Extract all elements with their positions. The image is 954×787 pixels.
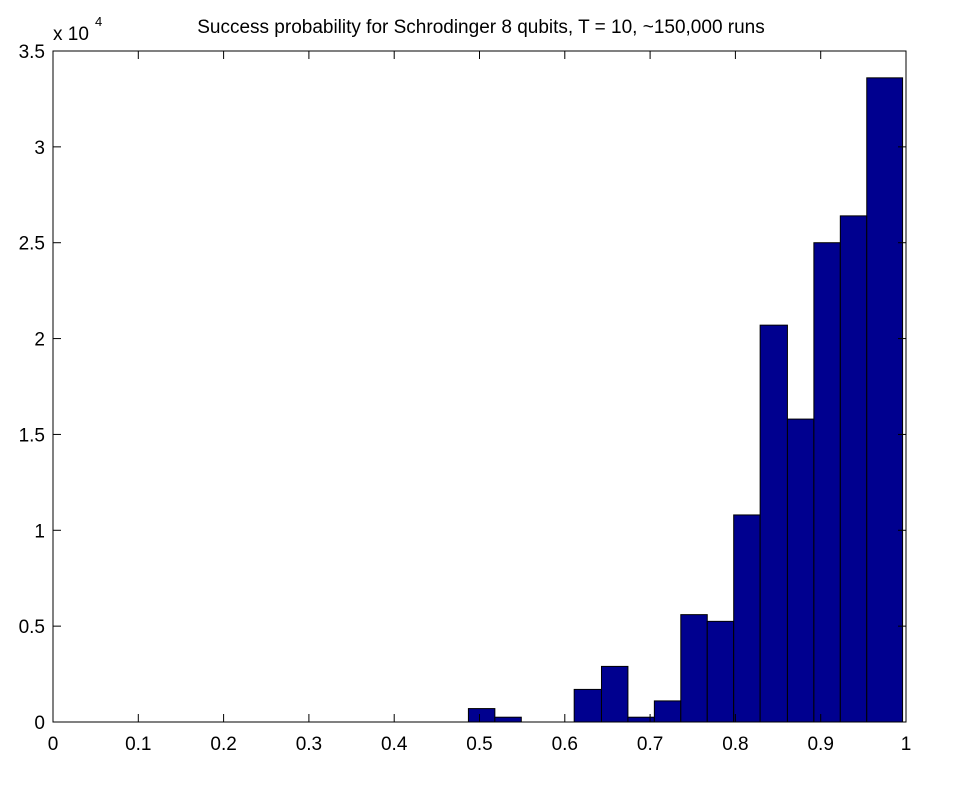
y-tick-label: 0.5: [19, 617, 45, 638]
x-tick-label: 0.3: [296, 734, 322, 755]
x-tick-label: 1: [901, 734, 912, 755]
y-tick-label: 3.5: [19, 42, 45, 63]
x-tick-label: 0.1: [125, 734, 151, 755]
x-tick-label: 0.7: [637, 734, 663, 755]
histogram-bar-12: [786, 418, 815, 723]
y-tick-label: 3: [34, 138, 45, 159]
histogram-bar-5: [600, 665, 629, 723]
y-tick-label: 1: [34, 521, 45, 542]
histogram-bar-11: [759, 324, 788, 723]
y-tick-label: 2: [34, 330, 45, 351]
y-tick-label: 0: [34, 713, 45, 734]
histogram-bar-13: [813, 242, 841, 723]
histogram-bar-8: [680, 614, 708, 723]
x-tick-label: 0.6: [552, 734, 578, 755]
histogram-bar-10: [733, 514, 761, 723]
x-tick-label: 0.8: [722, 734, 748, 755]
histogram-bar-9: [706, 620, 735, 723]
y-axis: 0 0.5 1 1.5 2 2.5 3 3.5: [19, 42, 906, 734]
x-tick-label: 0.5: [466, 734, 492, 755]
x-axis: 0 0.1 0.2 0.3 0.4 0.5 0.6 0.7 0.8 0.9 1: [48, 51, 912, 755]
y-multiplier-base: x 10: [53, 24, 89, 45]
y-tick-label: 2.5: [19, 234, 45, 255]
y-axis-multiplier: x 10 4: [53, 14, 102, 45]
histogram-bar-15: [866, 77, 904, 723]
x-tick-label: 0.2: [210, 734, 236, 755]
chart-title: Success probability for Schrodinger 8 qu…: [197, 17, 765, 38]
y-multiplier-exponent: 4: [95, 14, 102, 29]
x-tick-label: 0.4: [381, 734, 408, 755]
histogram-bar-0: [467, 708, 496, 723]
histogram-bar-14: [839, 215, 868, 723]
bars: [467, 77, 904, 723]
x-tick-label: 0: [48, 734, 59, 755]
histogram-bar-1: [494, 716, 522, 723]
x-tick-label: 0.9: [807, 734, 833, 755]
histogram-bar-4: [573, 688, 602, 723]
y-tick-label: 1.5: [19, 425, 45, 446]
histogram-bar-7: [653, 700, 682, 723]
